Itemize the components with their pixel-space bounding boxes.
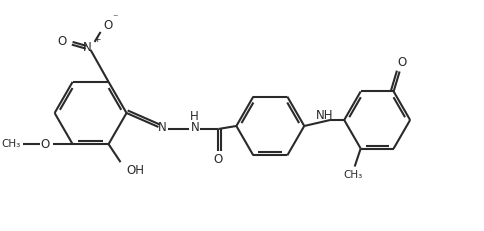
Text: O: O xyxy=(103,19,112,33)
Text: H: H xyxy=(190,110,199,124)
Text: N: N xyxy=(83,41,92,55)
Text: O: O xyxy=(40,138,49,151)
Text: CH₃: CH₃ xyxy=(1,139,20,149)
Text: O: O xyxy=(397,56,406,69)
Text: N: N xyxy=(158,122,167,134)
Text: ⁻: ⁻ xyxy=(113,13,118,23)
Text: N: N xyxy=(191,122,200,134)
Text: O: O xyxy=(214,153,223,166)
Text: OH: OH xyxy=(126,164,145,176)
Text: +: + xyxy=(93,35,100,44)
Text: CH₃: CH₃ xyxy=(343,170,363,180)
Text: NH: NH xyxy=(316,109,333,122)
Text: O: O xyxy=(57,35,66,49)
